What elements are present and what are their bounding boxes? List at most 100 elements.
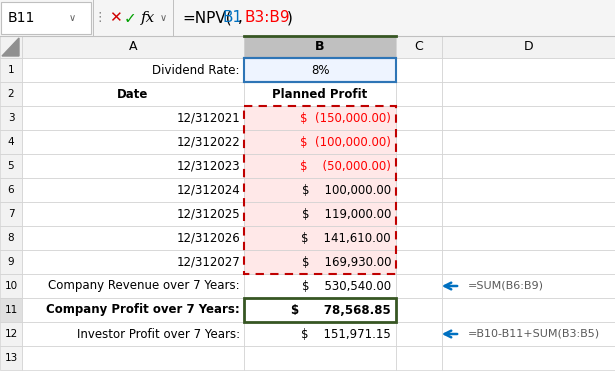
Text: 8%: 8%: [311, 64, 329, 77]
Text: 12/312026: 12/312026: [177, 232, 240, 244]
Bar: [244, 130, 396, 154]
Text: $  (100,000.00): $ (100,000.00): [300, 136, 391, 149]
Bar: [0, 226, 22, 250]
Text: $    100,000.00: $ 100,000.00: [302, 183, 391, 196]
Text: 3: 3: [7, 113, 14, 123]
Bar: [442, 298, 615, 322]
Text: $      78,568.85: $ 78,568.85: [292, 304, 391, 316]
Bar: [442, 82, 615, 106]
Bar: [22, 322, 244, 346]
Bar: [244, 58, 396, 82]
Bar: [396, 298, 442, 322]
Text: Planned Profit: Planned Profit: [272, 88, 368, 100]
Bar: [0, 106, 22, 130]
Bar: [244, 154, 396, 178]
Bar: [396, 82, 442, 106]
Bar: [442, 226, 615, 250]
Text: 8: 8: [7, 233, 14, 243]
Text: B11: B11: [8, 11, 36, 25]
Text: =SUM(B6:B9): =SUM(B6:B9): [468, 281, 544, 291]
Text: 7: 7: [7, 209, 14, 219]
Text: fx: fx: [141, 11, 155, 25]
Bar: [0, 322, 22, 346]
Text: Investor Profit over 7 Years:: Investor Profit over 7 Years:: [77, 327, 240, 340]
Bar: [244, 106, 396, 274]
Text: ✕: ✕: [109, 11, 121, 25]
Bar: [22, 106, 244, 130]
Bar: [396, 274, 442, 298]
Text: ∨: ∨: [68, 13, 76, 23]
Bar: [244, 298, 396, 322]
Bar: [22, 274, 244, 298]
Bar: [442, 346, 615, 370]
Bar: [244, 346, 396, 370]
Bar: [22, 82, 244, 106]
Polygon shape: [2, 38, 19, 56]
Bar: [442, 178, 615, 202]
Text: ⋮: ⋮: [93, 11, 106, 25]
Bar: [22, 154, 244, 178]
Text: B1: B1: [222, 11, 242, 25]
Text: $    119,000.00: $ 119,000.00: [301, 207, 391, 221]
Bar: [442, 106, 615, 130]
Bar: [396, 58, 442, 82]
Bar: [0, 130, 22, 154]
Bar: [22, 130, 244, 154]
Text: 5: 5: [7, 161, 14, 171]
Bar: [0, 82, 22, 106]
Bar: [244, 178, 396, 202]
Text: 12/312025: 12/312025: [177, 207, 240, 221]
Text: $    (50,000.00): $ (50,000.00): [300, 160, 391, 172]
Bar: [22, 202, 244, 226]
Text: 12/312022: 12/312022: [177, 136, 240, 149]
Bar: [442, 130, 615, 154]
Bar: [0, 178, 22, 202]
Bar: [244, 36, 396, 58]
Text: =B10-B11+SUM(B3:B5): =B10-B11+SUM(B3:B5): [468, 329, 600, 339]
Bar: [396, 250, 442, 274]
Text: 4: 4: [7, 137, 14, 147]
Bar: [0, 36, 22, 58]
Text: ): ): [287, 11, 293, 25]
Text: A: A: [129, 41, 137, 53]
Bar: [442, 36, 615, 58]
Bar: [22, 58, 244, 82]
Bar: [22, 346, 244, 370]
Bar: [0, 298, 22, 322]
Text: 13: 13: [4, 353, 18, 363]
Bar: [442, 274, 615, 298]
Text: $    530,540.00: $ 530,540.00: [302, 279, 391, 293]
Text: 12: 12: [4, 329, 18, 339]
Bar: [22, 298, 244, 322]
Bar: [244, 298, 396, 322]
Bar: [396, 178, 442, 202]
Text: Dividend Rate:: Dividend Rate:: [153, 64, 240, 77]
Bar: [442, 250, 615, 274]
Text: 1: 1: [7, 65, 14, 75]
Bar: [244, 202, 396, 226]
Bar: [244, 226, 396, 250]
Bar: [396, 154, 442, 178]
Bar: [442, 322, 615, 346]
Bar: [396, 346, 442, 370]
Text: Date: Date: [117, 88, 149, 100]
Bar: [0, 274, 22, 298]
Bar: [0, 0, 615, 36]
Text: $    141,610.00: $ 141,610.00: [301, 232, 391, 244]
Bar: [244, 106, 396, 130]
Text: ∨: ∨: [159, 13, 167, 23]
Text: 9: 9: [7, 257, 14, 267]
Bar: [0, 202, 22, 226]
Bar: [396, 130, 442, 154]
Text: ✓: ✓: [124, 11, 137, 27]
Text: 6: 6: [7, 185, 14, 195]
Text: 12/312027: 12/312027: [177, 255, 240, 268]
Text: B3:B9: B3:B9: [245, 11, 291, 25]
Bar: [244, 322, 396, 346]
Bar: [244, 82, 396, 106]
Text: ,: ,: [238, 11, 243, 25]
Bar: [244, 250, 396, 274]
Bar: [0, 58, 22, 82]
Text: 12/312024: 12/312024: [177, 183, 240, 196]
Text: 10: 10: [4, 281, 18, 291]
